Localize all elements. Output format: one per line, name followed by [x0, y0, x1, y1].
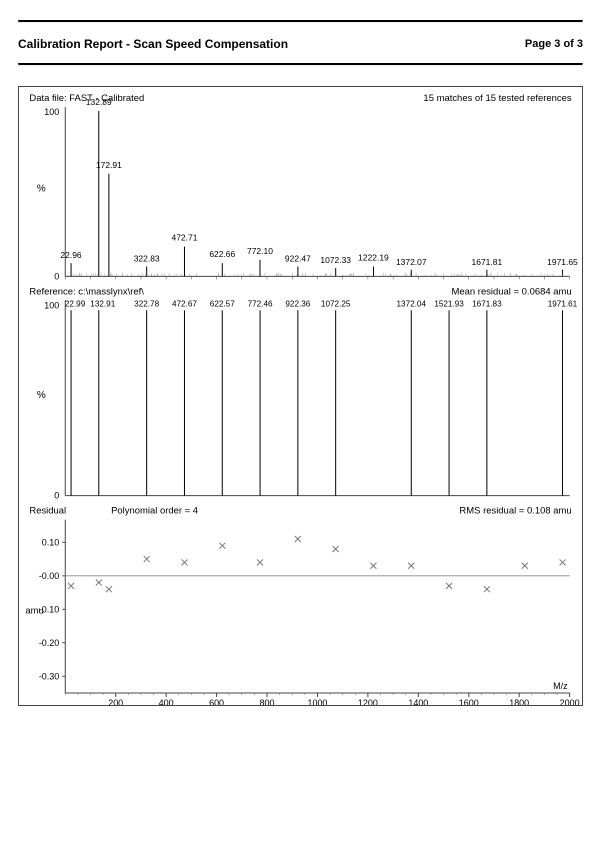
svg-text:172.91: 172.91	[96, 160, 122, 170]
svg-text:%: %	[37, 184, 46, 195]
svg-text:Polynomial order = 4: Polynomial order = 4	[111, 506, 198, 517]
svg-text:1222.19: 1222.19	[358, 252, 389, 262]
svg-text:100: 100	[44, 300, 59, 310]
svg-text:-0.20: -0.20	[39, 638, 59, 648]
svg-text:Mean residual = 0.0684 amu: Mean residual = 0.0684 amu	[452, 286, 572, 297]
svg-text:132.91: 132.91	[90, 299, 115, 308]
charts-panel: Data file: FAST - Calibrated15 matches o…	[18, 86, 583, 706]
svg-text:922.47: 922.47	[285, 253, 311, 263]
svg-text:1400: 1400	[408, 698, 428, 705]
svg-text:1971.65: 1971.65	[547, 257, 578, 267]
svg-text:772.46: 772.46	[248, 299, 273, 308]
svg-text:1000: 1000	[307, 698, 327, 705]
svg-text:800: 800	[260, 698, 275, 705]
svg-text:15 matches of 15 tested refere: 15 matches of 15 tested references	[423, 93, 571, 104]
svg-text:772.10: 772.10	[247, 246, 273, 256]
svg-text:1971.61: 1971.61	[548, 299, 578, 308]
svg-text:600: 600	[209, 698, 224, 705]
svg-text:200: 200	[108, 698, 123, 705]
svg-text:922.36: 922.36	[285, 299, 310, 308]
svg-text:Reference: c:\masslynx\ref\: Reference: c:\masslynx\ref\	[29, 286, 144, 297]
svg-text:472.67: 472.67	[172, 299, 197, 308]
svg-text:22.99: 22.99	[65, 299, 86, 308]
svg-text:1372.07: 1372.07	[396, 257, 427, 267]
svg-text:1200: 1200	[358, 698, 378, 705]
report-title: Calibration Report - Scan Speed Compensa…	[18, 37, 288, 51]
svg-text:100: 100	[44, 107, 59, 117]
svg-text:M/z: M/z	[553, 681, 568, 691]
svg-text:0: 0	[54, 271, 59, 281]
charts-svg: Data file: FAST - Calibrated15 matches o…	[19, 87, 582, 705]
svg-text:-0.00: -0.00	[39, 571, 59, 581]
page-number: Page 3 of 3	[525, 38, 583, 50]
svg-text:RMS residual = 0.108 amu: RMS residual = 0.108 amu	[459, 506, 571, 517]
svg-text:400: 400	[159, 698, 174, 705]
svg-text:1600: 1600	[459, 698, 479, 705]
svg-text:1671.83: 1671.83	[472, 299, 502, 308]
svg-text:472.71: 472.71	[172, 233, 198, 243]
svg-text:622.66: 622.66	[209, 249, 235, 259]
svg-text:1072.25: 1072.25	[321, 299, 351, 308]
svg-text:2000: 2000	[560, 698, 580, 705]
svg-text:Residual: Residual	[29, 506, 66, 517]
svg-text:0: 0	[54, 491, 59, 501]
svg-text:-0.30: -0.30	[39, 671, 59, 681]
svg-text:22.96: 22.96	[60, 250, 81, 260]
svg-text:322.83: 322.83	[134, 253, 160, 263]
svg-text:1671.81: 1671.81	[472, 257, 503, 267]
report-header: Calibration Report - Scan Speed Compensa…	[18, 23, 583, 63]
svg-text:0.10: 0.10	[42, 537, 59, 547]
svg-text:1521.93: 1521.93	[434, 299, 464, 308]
svg-text:132.89: 132.89	[86, 97, 112, 107]
svg-text:622.57: 622.57	[210, 299, 235, 308]
svg-text:amu: amu	[25, 605, 43, 616]
svg-text:%: %	[37, 390, 46, 401]
svg-text:1072.33: 1072.33	[320, 255, 351, 265]
svg-text:1800: 1800	[509, 698, 529, 705]
svg-text:1372.04: 1372.04	[397, 299, 427, 308]
svg-text:322.78: 322.78	[134, 299, 159, 308]
